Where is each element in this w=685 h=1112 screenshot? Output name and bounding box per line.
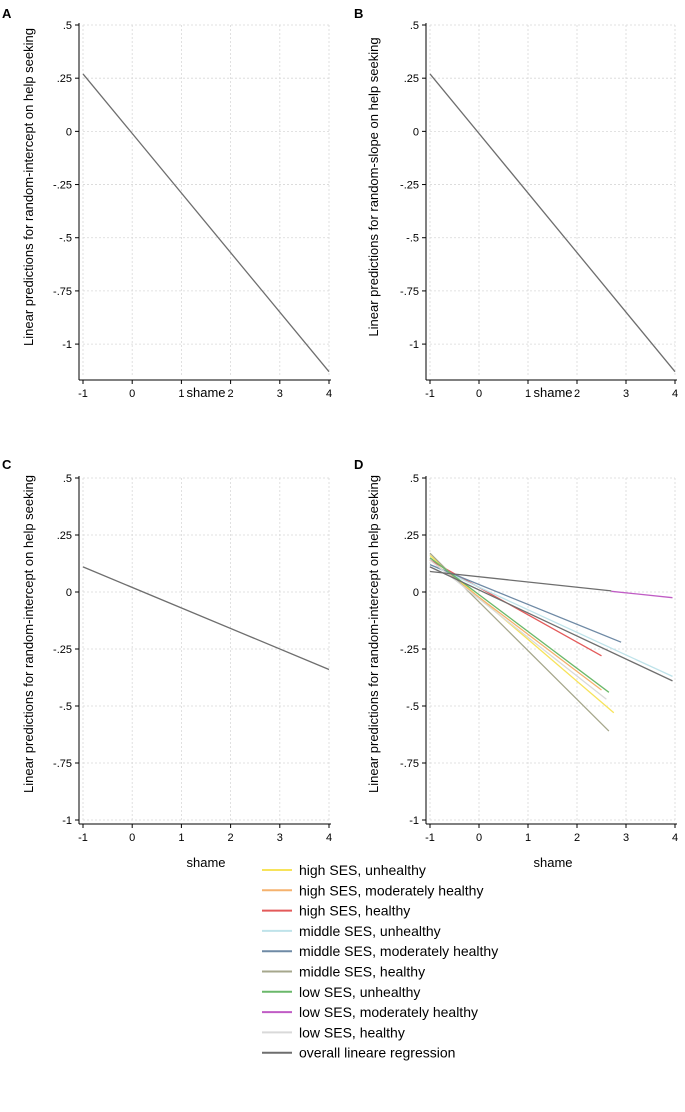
panel-label: D [354, 457, 363, 472]
x-tick-label: -1 [78, 832, 88, 844]
y-tick-label: -1 [62, 339, 72, 351]
panel-label: B [354, 6, 363, 21]
y-tick-label: .25 [404, 73, 419, 85]
series-line [429, 564, 673, 677]
y-tick-label: -.25 [400, 644, 419, 656]
panel-c: C .5 .25 0 -.25 -.5 -.75 -1 -1 0 1 2 3 4 shame Linea… [2, 457, 332, 870]
legend-label: overall lineare regression [299, 1045, 455, 1061]
y-tick-label: -.5 [59, 701, 72, 713]
y-tick-label: -1 [409, 815, 419, 827]
legend-label: low SES, healthy [299, 1024, 405, 1040]
series-line [82, 566, 330, 671]
x-tick-label: 2 [228, 388, 234, 400]
y-tick-label: -.75 [400, 758, 419, 770]
x-tick-label: 0 [476, 832, 482, 844]
panel-label: A [2, 6, 12, 21]
x-tick-label: 0 [129, 388, 135, 400]
x-tick-label: 3 [277, 832, 283, 844]
y-tick-label: .25 [57, 530, 72, 542]
legend: high SES, unhealthy high SES, moderately … [262, 862, 498, 1061]
x-tick-label: 3 [623, 832, 629, 844]
series-line [429, 557, 610, 693]
y-tick-label: .5 [63, 20, 72, 32]
y-tick-label: -.25 [400, 180, 419, 192]
x-tick-label: 2 [228, 832, 234, 844]
panel-a: A .5 .25 0 -.25 -.5 -.75 -1 -1 0 1 2 3 4 shame Linea… [2, 6, 332, 400]
x-tick-label: 1 [178, 832, 184, 844]
y-tick-label: .5 [410, 473, 419, 485]
y-tick-label: .25 [57, 73, 72, 85]
y-tick-label: -.75 [53, 758, 72, 770]
x-axis-label: shame [186, 385, 225, 400]
x-axis-label: shame [533, 855, 572, 870]
legend-label: high SES, moderately healthy [299, 882, 483, 898]
x-tick-label: 1 [525, 832, 531, 844]
y-tick-label: -1 [62, 815, 72, 827]
series-line [429, 570, 612, 592]
series-line [429, 563, 622, 643]
y-tick-label: -.75 [53, 286, 72, 298]
y-axis-label: Linear predictions for random-intercept … [366, 475, 381, 793]
legend-label: high SES, unhealthy [299, 862, 426, 878]
x-tick-label: -1 [425, 832, 435, 844]
y-tick-label: -.75 [400, 286, 419, 298]
y-axis-label: Linear predictions for random-intercept … [21, 28, 36, 346]
x-tick-label: 1 [178, 388, 184, 400]
x-tick-label: 4 [672, 832, 678, 844]
x-tick-label: 4 [326, 832, 332, 844]
legend-label: middle SES, healthy [299, 964, 425, 980]
legend-label: low SES, moderately healthy [299, 1004, 478, 1020]
x-tick-label: 2 [574, 388, 580, 400]
x-tick-label: 3 [277, 388, 283, 400]
legend-label: middle SES, moderately healthy [299, 943, 498, 959]
panel-d: D .5 .25 0 -.25 -.5 -.75 -1 -1 0 1 2 3 4 shame Linea… [354, 457, 678, 870]
series-line [429, 566, 673, 682]
x-axis-label: shame [533, 385, 572, 400]
y-tick-label: -.5 [59, 233, 72, 245]
y-tick-label: 0 [66, 126, 72, 138]
y-tick-label: -.25 [53, 644, 72, 656]
x-tick-label: 4 [672, 388, 678, 400]
y-tick-label: 0 [413, 126, 419, 138]
y-tick-label: -1 [409, 339, 419, 351]
x-tick-label: 0 [129, 832, 135, 844]
x-tick-label: -1 [425, 388, 435, 400]
y-tick-label: .5 [63, 473, 72, 485]
x-tick-label: 1 [525, 388, 531, 400]
legend-label: middle SES, unhealthy [299, 923, 441, 939]
legend-label: high SES, healthy [299, 903, 410, 919]
x-axis-label: shame [186, 855, 225, 870]
x-tick-label: 3 [623, 388, 629, 400]
y-tick-label: -.5 [406, 701, 419, 713]
x-tick-label: -1 [78, 388, 88, 400]
y-tick-label: -.25 [53, 180, 72, 192]
legend-label: low SES, unhealthy [299, 984, 420, 1000]
series-line [82, 73, 330, 373]
panel-b: B .5 .25 0 -.25 -.5 -.75 -1 -1 0 1 2 3 4 shame Linea… [354, 6, 678, 400]
series-line [429, 559, 607, 700]
x-tick-label: 0 [476, 388, 482, 400]
x-tick-label: 4 [326, 388, 332, 400]
y-tick-label: 0 [413, 587, 419, 599]
y-axis-label: Linear predictions for random-intercept … [21, 475, 36, 793]
y-axis-label: Linear predictions for random-slope on h… [366, 37, 381, 336]
series-line [611, 590, 673, 599]
panel-label: C [2, 457, 12, 472]
x-tick-label: 2 [574, 832, 580, 844]
y-tick-label: 0 [66, 587, 72, 599]
y-tick-label: .25 [404, 530, 419, 542]
series-line [429, 73, 676, 373]
y-tick-label: -.5 [406, 233, 419, 245]
y-tick-label: .5 [410, 20, 419, 32]
